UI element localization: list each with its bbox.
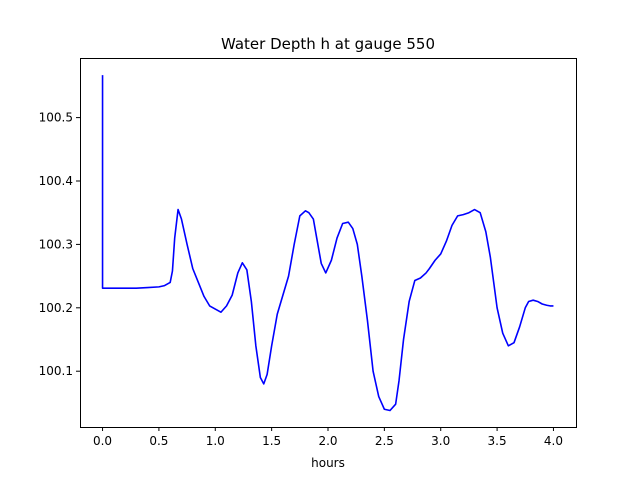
y-tick-label: 100.4 [39, 174, 73, 188]
x-tick-label: 4.0 [544, 434, 563, 448]
series-layer [101, 75, 554, 412]
x-axis-ticks: 0.0 0.5 1.0 1.5 2.0 2.5 3.0 3.5 4.0 [93, 427, 563, 448]
chart-title: Water Depth h at gauge 550 [221, 35, 435, 53]
y-tick-label: 100.5 [39, 111, 73, 125]
x-tick-label: 2.0 [318, 434, 337, 448]
x-tick-label: 1.0 [206, 434, 225, 448]
x-tick-label: 3.0 [431, 434, 450, 448]
x-tick-label: 1.5 [262, 434, 281, 448]
y-axis-ticks: 100.1 100.2 100.3 100.4 100.5 [39, 111, 80, 378]
y-tick-label: 100.3 [39, 237, 73, 251]
x-tick-label: 2.5 [375, 434, 394, 448]
series-line-0 [101, 75, 554, 412]
x-tick-label: 0.0 [93, 434, 112, 448]
x-tick-label: 0.5 [149, 434, 168, 448]
y-tick-label: 100.1 [39, 364, 73, 378]
x-tick-label: 3.5 [488, 434, 507, 448]
y-tick-label: 100.2 [39, 301, 73, 315]
x-axis-label: hours [311, 456, 345, 470]
plot-frame [80, 58, 577, 428]
